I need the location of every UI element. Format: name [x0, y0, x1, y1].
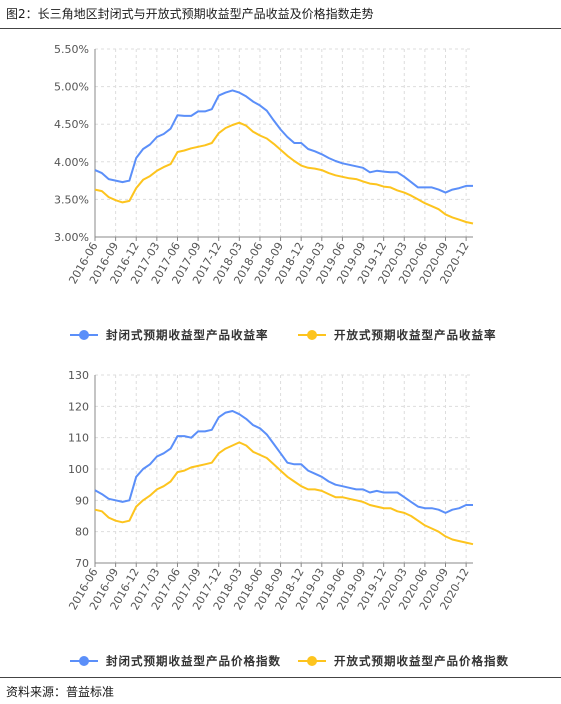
- legend-label: 开放式预期收益型产品收益率: [334, 328, 497, 342]
- yield-chart: 3.00%3.50%4.00%4.50%5.00%5.50%2016-06201…: [54, 43, 497, 342]
- series-line-open: [94, 121, 474, 225]
- figure-title: 图2：长三角地区封闭式与开放式预期收益型产品收益及价格指数走势: [6, 7, 374, 21]
- legend-dot-marker: [79, 656, 89, 666]
- legend-label: 封闭式预期收益型产品收益率: [106, 328, 269, 342]
- legend-label: 封闭式预期收益型产品价格指数: [106, 654, 281, 668]
- y-tick-label: 120: [68, 400, 89, 413]
- legend-item-closed[interactable]: 封闭式预期收益型产品收益率: [70, 328, 269, 342]
- series-line-closed: [94, 410, 473, 514]
- y-tick-label: 130: [68, 369, 89, 382]
- y-tick-label: 90: [75, 494, 89, 507]
- y-tick-label: 100: [68, 463, 89, 476]
- legend-item-open[interactable]: 开放式预期收益型产品价格指数: [298, 654, 509, 668]
- legend-dot-marker: [307, 656, 317, 666]
- price-index-chart: 7080901001101201302016-062016-092016-122…: [66, 369, 509, 668]
- y-tick-label: 4.00%: [54, 156, 89, 169]
- legend-item-open[interactable]: 开放式预期收益型产品收益率: [298, 328, 497, 342]
- y-tick-label: 3.00%: [54, 231, 89, 244]
- y-tick-label: 3.50%: [54, 193, 89, 206]
- top-rule: [0, 28, 561, 29]
- y-tick-label: 110: [68, 432, 89, 445]
- y-tick-label: 70: [75, 557, 89, 570]
- y-tick-label: 5.00%: [54, 81, 89, 94]
- legend-dot-marker: [79, 330, 89, 340]
- series-line-closed: [94, 89, 473, 194]
- y-tick-label: 5.50%: [54, 43, 89, 56]
- legend-dot-marker: [307, 330, 317, 340]
- bottom-rule: [0, 677, 561, 678]
- source-note: 资料来源：普益标准: [6, 685, 115, 699]
- y-tick-label: 80: [75, 526, 89, 539]
- legend-item-closed[interactable]: 封闭式预期收益型产品价格指数: [70, 654, 281, 668]
- legend-label: 开放式预期收益型产品价格指数: [334, 654, 509, 668]
- series-line-open: [94, 441, 474, 546]
- y-tick-label: 4.50%: [54, 118, 89, 131]
